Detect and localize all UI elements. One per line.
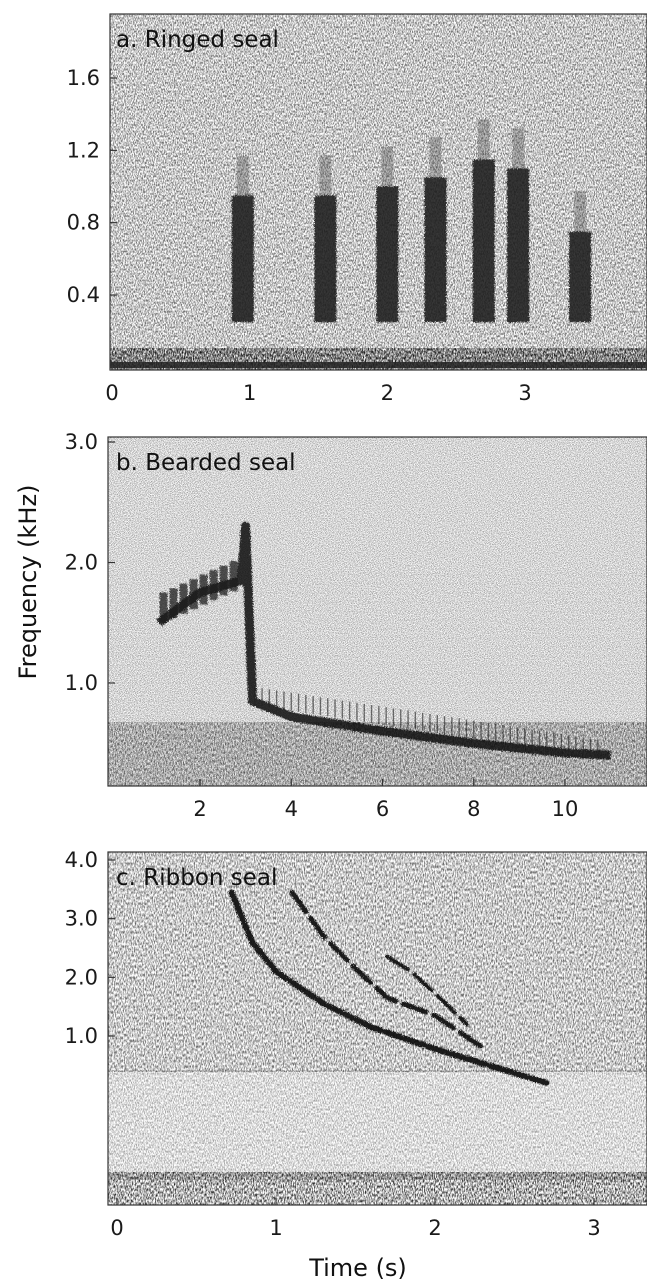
- panel-a-call-mark: [424, 177, 447, 323]
- panel-c-y-axis: 1.0 2.0 3.0 4.0: [65, 848, 115, 1048]
- panel-a-y-tick-label: 0.4: [67, 283, 100, 307]
- panel-c-call-sweep: [385, 954, 469, 1027]
- panel-c-x-tick-label: 2: [428, 1216, 441, 1240]
- panel-b-x-axis: 2 4 6 8 10: [193, 779, 578, 821]
- panel-a-call-mark: [314, 195, 337, 323]
- panel-a-x-tick-label: 1: [243, 381, 256, 405]
- panel-b-y-axis: 1.0 2.0 3.0: [65, 430, 115, 695]
- panel-a-x-tick-label: 0: [105, 381, 118, 405]
- panel-a-y-tick-label: 1.6: [67, 66, 100, 90]
- panel-a-x-tick-label: 2: [381, 381, 394, 405]
- panel-a-call-tail: [319, 155, 332, 196]
- panel-c-calls: [228, 889, 550, 1086]
- panel-b-frame: [107, 436, 647, 787]
- panel-c: c. Ribbon seal 1.0 2.0 3.0 4.0 0 1 2 3: [65, 848, 647, 1240]
- panel-a-call-mark: [376, 186, 399, 323]
- panel-c-x-tick-label: 3: [587, 1216, 600, 1240]
- panel-a-frame: [109, 13, 647, 371]
- panel-c-y-tick-label: 2.0: [65, 965, 98, 989]
- panel-b-x-tick-label: 8: [467, 797, 480, 821]
- panel-a-call-tail: [236, 155, 249, 196]
- panel-a-x-axis: 0 1 2 3: [105, 363, 532, 405]
- panel-a: a. Ringed seal 0.4 0.8 1.2 1.6 0 1 2 3: [67, 13, 647, 405]
- panel-b-y-tick-label: 1.0: [65, 671, 98, 695]
- panel-a-calls: [231, 119, 592, 323]
- panel-a-call-tail: [512, 128, 525, 169]
- panel-b-y-tick-label: 3.0: [65, 430, 98, 454]
- panel-c-spectrogram: [108, 852, 647, 1205]
- panel-c-y-tick-label: 3.0: [65, 907, 98, 931]
- panel-a-call-tail: [574, 191, 587, 232]
- panel-a-spectrogram: [110, 14, 647, 370]
- x-axis-title: Time (s): [308, 1254, 407, 1282]
- panel-a-call-mark: [507, 168, 530, 323]
- panel-a-y-axis: 0.4 0.8 1.2 1.6: [67, 66, 117, 307]
- panel-b-trill-mark: [219, 565, 228, 596]
- panel-b-trill-mark: [209, 570, 218, 601]
- panel-c-call-sweep: [289, 889, 486, 1051]
- panel-b-trill-mark: [169, 588, 178, 619]
- panel-b-trill-mark: [179, 583, 188, 614]
- panel-a-y-tick-label: 0.8: [67, 211, 100, 235]
- panel-c-x-axis: 0 1 2 3: [110, 1198, 601, 1240]
- panel-c-x-tick-label: 0: [110, 1216, 123, 1240]
- panel-c-y-tick-label: 1.0: [65, 1024, 98, 1048]
- panel-b-spectrogram: [108, 437, 647, 786]
- panel-c-call-sweep: [228, 889, 550, 1086]
- panel-a-x-tick-label: 3: [518, 381, 531, 405]
- panel-c-y-tick-label: 4.0: [65, 848, 98, 872]
- panel-b-x-tick-label: 2: [193, 797, 206, 821]
- panel-b-x-tick-label: 4: [285, 797, 298, 821]
- panel-a-call-mark: [472, 159, 495, 323]
- panel-a-y-tick-label: 1.2: [67, 138, 100, 162]
- panel-b-calls: [156, 521, 611, 760]
- panel-b: b. Bearded seal 1.0 2.0 3.0 2 4 6 8 10: [65, 430, 647, 821]
- panel-c-x-tick-label: 1: [269, 1216, 282, 1240]
- panel-a-call-mark: [231, 195, 254, 323]
- panel-b-trill-mark: [199, 574, 208, 605]
- panel-a-call-tail: [429, 137, 442, 178]
- panel-a-title: a. Ringed seal: [116, 27, 279, 53]
- panel-b-x-tick-label: 6: [376, 797, 389, 821]
- y-axis-title: Frequency (kHz): [14, 485, 42, 680]
- panel-c-title: c. Ribbon seal: [116, 865, 277, 891]
- panel-b-trill-mark: [229, 561, 238, 592]
- panel-a-call-tail: [477, 119, 490, 160]
- panel-b-x-tick-label: 10: [552, 797, 579, 821]
- panel-c-frame: [107, 851, 647, 1206]
- panel-a-call-tail: [381, 146, 394, 187]
- panel-a-call-mark: [569, 231, 592, 323]
- panel-b-trill-mark: [189, 579, 198, 610]
- panel-b-y-tick-label: 2.0: [65, 551, 98, 575]
- panel-b-trill-mark: [159, 592, 168, 623]
- panel-b-title: b. Bearded seal: [116, 450, 296, 476]
